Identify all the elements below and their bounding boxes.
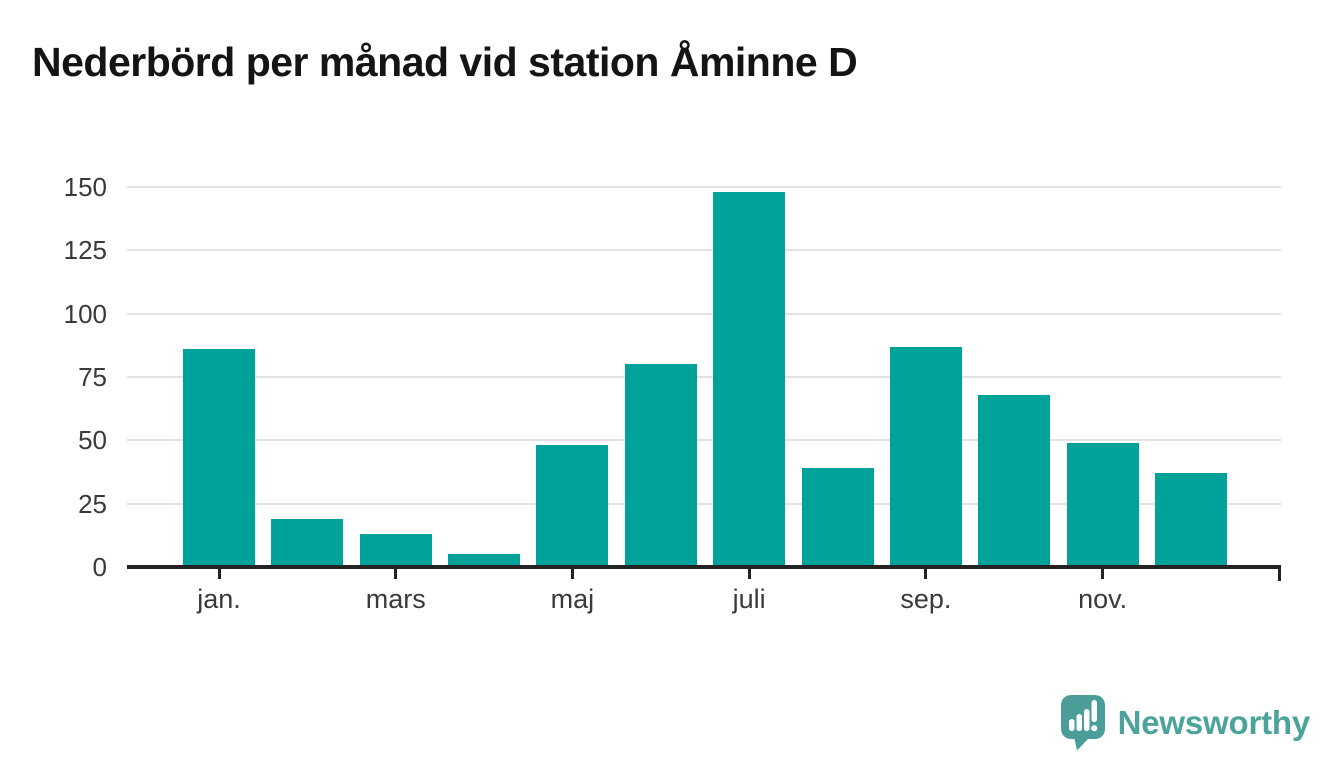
logo-bar-large-icon	[1083, 709, 1090, 731]
newsworthy-logo-icon	[1060, 695, 1105, 751]
gridline-100	[127, 312, 1281, 315]
gridline-50	[127, 439, 1281, 442]
bar-sep.	[889, 346, 962, 567]
y-axis-label-100: 100	[63, 298, 107, 329]
x-axis-tick-nov.	[1101, 569, 1105, 579]
bar-april	[448, 554, 521, 567]
y-axis-label-50: 50	[78, 425, 107, 456]
bar-jan.	[183, 349, 255, 567]
bar-nov.	[1066, 442, 1139, 567]
bar-dec.	[1154, 473, 1227, 567]
x-axis-tick-mars	[394, 569, 398, 579]
x-axis-label-sep.: sep.	[900, 584, 952, 614]
y-axis-label-75: 75	[78, 362, 107, 392]
x-axis-label-nov.: nov.	[1078, 584, 1128, 614]
newsworthy-logo: Newsworthy	[1060, 694, 1310, 752]
x-axis-tick-maj	[570, 569, 574, 579]
gridline-75	[127, 376, 1281, 378]
x-axis-label-mars: mars	[365, 584, 426, 614]
x-axis-end-tick	[1278, 569, 1281, 581]
bar-feb.	[271, 518, 344, 567]
bar-maj	[536, 445, 609, 567]
bar-okt.	[978, 394, 1051, 567]
x-axis-label-jan.: jan.	[197, 584, 241, 614]
y-axis-label-0: 0	[92, 552, 107, 582]
logo-exclamation-stem-icon	[1091, 700, 1097, 722]
newsworthy-logo-text: Newsworthy	[1117, 704, 1311, 741]
gridline-150	[127, 186, 1281, 188]
plot-area: 0 25 50 75 100 125 150 jan. mars maj juli sep. nov.	[64, 174, 1281, 614]
x-axis-tick-juli	[747, 569, 751, 579]
y-axis-label-25: 25	[78, 488, 107, 519]
x-axis-tick-sep.	[924, 569, 928, 579]
y-axis-label-125: 125	[63, 235, 107, 266]
y-axis-label-150: 150	[63, 172, 107, 202]
logo-exclamation-dot-icon	[1090, 725, 1097, 732]
bar-aug.	[801, 468, 874, 567]
bar-mars	[359, 534, 432, 567]
logo-bar-medium-icon	[1076, 714, 1082, 731]
x-axis-label-maj: maj	[550, 584, 595, 614]
bar-juli	[713, 192, 786, 567]
gridline-125	[127, 249, 1281, 252]
x-axis-label-juli: juli	[732, 584, 766, 614]
logo-bar-small-icon	[1068, 719, 1075, 731]
x-axis-line	[127, 565, 1281, 569]
gridline-25	[127, 502, 1281, 505]
chart-title: Nederbörd per månad vid station Åminne D	[32, 39, 858, 85]
bar-juni	[624, 364, 697, 567]
x-axis-tick-jan.	[217, 569, 221, 579]
